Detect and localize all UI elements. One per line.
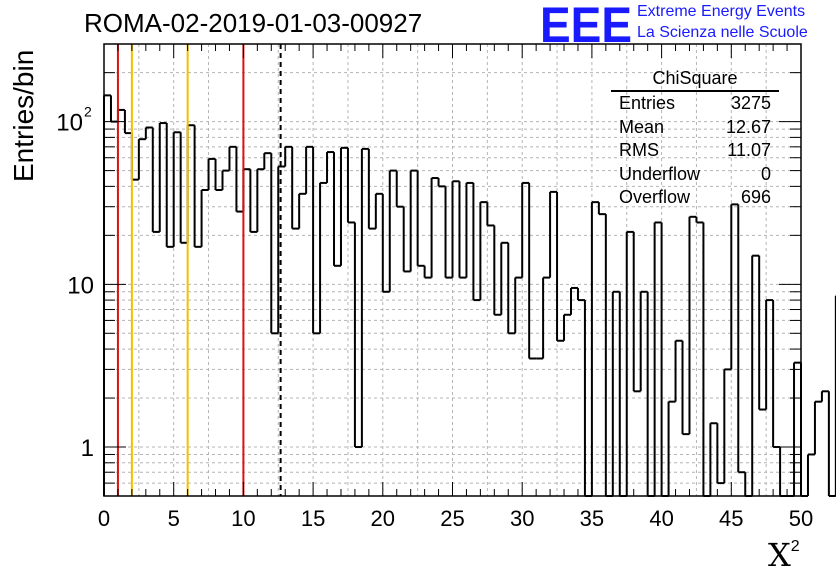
axis-ticks (103, 44, 802, 496)
stats-value: 11.07 (727, 140, 771, 160)
stats-label: Mean (619, 116, 665, 137)
x-tick-label: 15 (301, 506, 325, 531)
x-tick-label: 30 (510, 506, 534, 531)
plot-title: ROMA-02-2019-01-03-00927 (84, 8, 423, 38)
x-tick-label: 20 (371, 506, 395, 531)
stats-label: Underflow (619, 163, 701, 184)
y-tick-label: 1 (81, 435, 94, 462)
stats-label: Entries (619, 93, 676, 113)
logo-line2: La Scienza nelle Scuole (637, 24, 808, 41)
x-axis-superscript: 2 (790, 538, 800, 555)
y-tick-label: 10 (67, 272, 94, 299)
x-tick-label: 10 (231, 506, 255, 531)
y-tick-label: 10 (56, 110, 83, 137)
stats-row-entries: Entries 3275 (611, 92, 779, 116)
y-tick-label-superscript: 2 (84, 104, 92, 120)
stats-box: ChiSquare Entries 3275 Mean 12.67 RMS 11.07… (611, 66, 779, 210)
vertical-markers (116, 44, 282, 496)
stats-row-mean: Mean 12.67 (611, 116, 779, 140)
x-tick-label: 50 (789, 506, 813, 531)
x-axis-symbol: X (768, 536, 791, 574)
stats-value: 3275 (730, 93, 771, 113)
stats-row-rms: RMS 11.07 (611, 139, 779, 163)
stats-row-overflow: Overflow 696 (611, 186, 779, 210)
logo-line1: Extreme Energy Events (637, 3, 806, 20)
x-tick-label: 40 (649, 506, 673, 531)
y-axis-label: Entries/bin (8, 49, 39, 182)
eee-logo-icon: EEE (540, 2, 632, 46)
stats-row-underflow: Underflow 0 (611, 163, 779, 187)
x-axis-label: X2 (768, 536, 800, 574)
x-tick-label: 45 (719, 506, 743, 531)
x-tick-label: 0 (98, 506, 110, 531)
x-tick-label: 25 (440, 506, 464, 531)
stats-title: ChiSquare (611, 66, 779, 92)
stats-value: 696 (740, 187, 771, 207)
stats-value: 12.67 (725, 116, 771, 137)
stats-label: RMS (619, 140, 659, 160)
x-tick-label: 5 (168, 506, 180, 531)
stats-value: 0 (760, 163, 771, 184)
x-tick-label: 35 (580, 506, 604, 531)
logo-mark: EEE (540, 2, 632, 46)
stats-label: Overflow (619, 187, 691, 207)
